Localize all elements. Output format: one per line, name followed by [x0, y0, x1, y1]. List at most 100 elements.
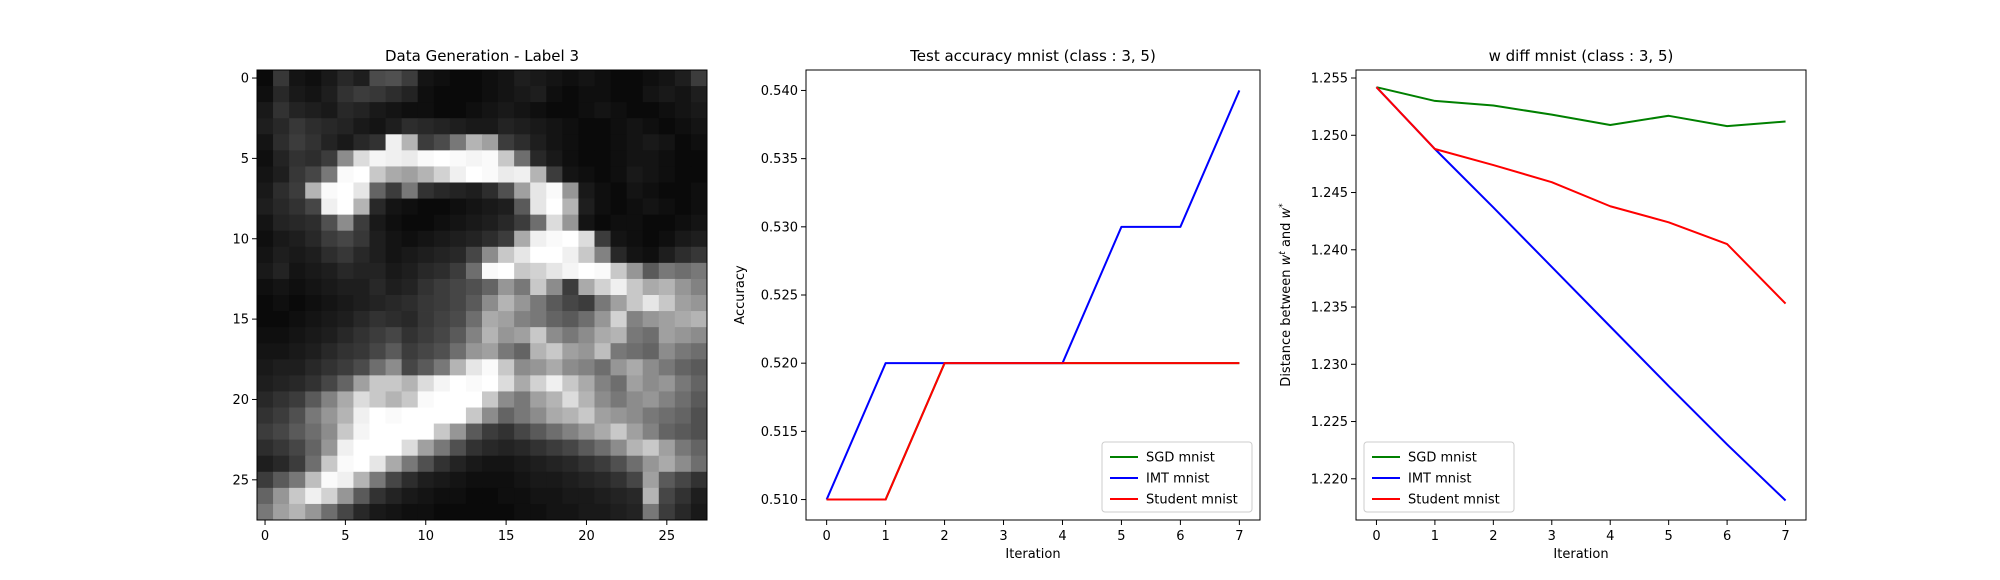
- heatmap-cell: [369, 391, 386, 408]
- heatmap-cell: [289, 70, 306, 87]
- heatmap-cell: [546, 118, 563, 135]
- heatmap-cell: [449, 487, 467, 505]
- heatmap-cell: [433, 182, 451, 199]
- heatmap-cell: [482, 230, 499, 248]
- heatmap-cell: [321, 375, 338, 392]
- ytick-label: 0.540: [761, 84, 798, 99]
- heatmap-cell: [305, 262, 322, 280]
- heatmap-cell: [674, 278, 692, 296]
- heatmap-cell: [353, 278, 370, 296]
- heatmap-cell: [417, 359, 435, 376]
- heatmap-cell: [321, 230, 338, 248]
- heatmap-cell: [401, 198, 419, 216]
- heatmap-cell: [482, 182, 499, 199]
- heatmap-cell: [514, 503, 531, 521]
- heatmap-cell: [658, 407, 676, 424]
- heatmap-cell: [369, 278, 386, 296]
- heatmap-cell: [433, 503, 451, 521]
- heatmap-cell: [305, 439, 322, 457]
- heatmap-cell: [417, 262, 435, 280]
- heatmap-cell: [273, 118, 290, 135]
- heatmap-cell: [417, 86, 435, 103]
- heatmap-xtick-label: 25: [659, 529, 676, 544]
- heatmap-cell: [530, 150, 547, 167]
- heatmap-cell: [321, 503, 338, 521]
- heatmap-cell: [546, 150, 563, 167]
- heatmap-cell: [514, 375, 531, 392]
- heatmap-cell: [578, 295, 595, 312]
- heatmap-cell: [562, 70, 579, 87]
- heatmap-cell: [514, 86, 531, 103]
- heatmap-cell: [690, 230, 708, 248]
- heatmap-cell: [369, 262, 386, 280]
- heatmap-cell: [273, 311, 290, 328]
- heatmap-cell: [369, 455, 386, 473]
- heatmap-cell: [642, 503, 660, 521]
- heatmap-cell: [433, 246, 451, 264]
- heatmap-cell: [594, 230, 611, 248]
- heatmap-cell: [658, 327, 676, 344]
- heatmap-cell: [401, 262, 419, 280]
- wdiff-ylabel: Distance between wt and w*: [1278, 203, 1294, 387]
- heatmap-cell: [562, 102, 579, 119]
- heatmap-cell: [482, 70, 499, 87]
- heatmap-cell: [546, 230, 563, 248]
- heatmap-cell: [482, 278, 499, 296]
- heatmap-cell: [610, 503, 628, 521]
- heatmap-cell: [514, 487, 531, 505]
- heatmap-cell: [305, 407, 322, 424]
- heatmap-cell: [642, 375, 660, 392]
- heatmap-cell: [498, 503, 515, 521]
- heatmap-cell: [594, 439, 611, 457]
- heatmap-cell: [401, 278, 419, 296]
- heatmap-cell: [610, 182, 628, 199]
- heatmap-cell: [642, 214, 660, 232]
- heatmap-cell: [401, 214, 419, 232]
- heatmap-cell: [626, 311, 644, 328]
- heatmap-cell: [305, 487, 322, 505]
- heatmap-cell: [465, 246, 483, 264]
- heatmap-cell: [562, 487, 579, 505]
- heatmap-cell: [353, 455, 370, 473]
- heatmap-cell: [449, 295, 467, 312]
- heatmap-cell: [546, 359, 563, 376]
- heatmap-cell: [594, 375, 611, 392]
- accuracy-xlabel: Iteration: [1005, 547, 1060, 562]
- heatmap-cell: [289, 343, 306, 360]
- heatmap-cell: [273, 423, 290, 441]
- heatmap-cell: [626, 118, 644, 135]
- heatmap-cell: [257, 407, 274, 424]
- heatmap-cell: [658, 423, 676, 441]
- heatmap-cell: [674, 455, 692, 473]
- heatmap-cell: [305, 278, 322, 296]
- heatmap-cell: [690, 198, 708, 216]
- heatmap-cell: [385, 423, 403, 441]
- heatmap-cell: [658, 455, 676, 473]
- heatmap-cell: [578, 311, 595, 328]
- heatmap-cell: [305, 86, 322, 103]
- heatmap-cell: [353, 471, 370, 489]
- heatmap-cell: [530, 487, 547, 505]
- heatmap-cell: [321, 407, 338, 424]
- heatmap-cell: [449, 439, 467, 457]
- xtick-label: 5: [1117, 529, 1125, 544]
- heatmap-cell: [626, 246, 644, 264]
- heatmap-cell: [642, 246, 660, 264]
- heatmap-cell: [530, 198, 547, 216]
- heatmap-cell: [642, 278, 660, 296]
- heatmap-cell: [417, 134, 435, 151]
- heatmap-cell: [690, 311, 708, 328]
- heatmap-cell: [658, 311, 676, 328]
- heatmap-cell: [321, 198, 338, 216]
- heatmap-cell: [674, 423, 692, 441]
- heatmap-cell: [562, 150, 579, 167]
- heatmap-cell: [337, 423, 354, 441]
- heatmap-cell: [385, 295, 403, 312]
- heatmap-cell: [578, 407, 595, 424]
- heatmap-cell: [401, 455, 419, 473]
- heatmap-cell: [433, 150, 451, 167]
- heatmap-cell: [482, 375, 499, 392]
- heatmap-cell: [498, 246, 515, 264]
- heatmap-cell: [690, 487, 708, 505]
- heatmap-cell: [482, 471, 499, 489]
